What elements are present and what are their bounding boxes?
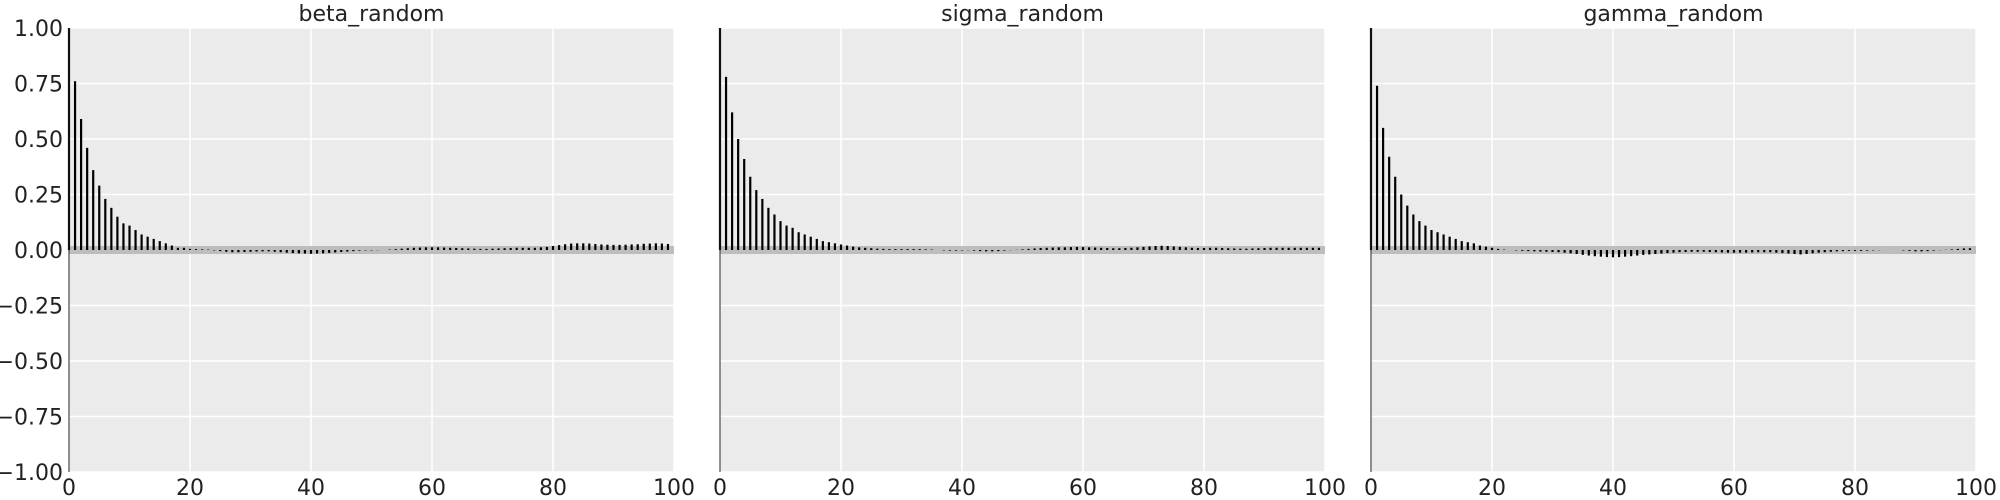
panel-title: gamma_random <box>1583 2 1763 27</box>
x-tick-label: 0 <box>62 476 76 500</box>
x-tick-label: 40 <box>948 476 976 500</box>
x-tick-label: 100 <box>1304 476 1346 500</box>
x-tick-label: 20 <box>176 476 204 500</box>
x-tick-label: 60 <box>1069 476 1097 500</box>
x-tick-label: 0 <box>1364 476 1378 500</box>
x-tick-label: 100 <box>653 476 695 500</box>
panel-gamma-random: gamma_random 0 20 40 60 80 100 <box>1364 2 1997 500</box>
y-tick-label: 0.25 <box>14 184 63 209</box>
x-tick-label: 100 <box>1955 476 1997 500</box>
x-tick-label: 60 <box>1720 476 1748 500</box>
panel-beta-random: beta_random 0 20 40 60 80 100 1.00 0.75 0.50 0.25 0… <box>0 2 695 500</box>
y-tick-label: −0.50 <box>0 350 63 375</box>
x-tick-label: 20 <box>1478 476 1506 500</box>
y-tick-label: 0.00 <box>14 239 63 264</box>
panel-title: beta_random <box>299 2 445 27</box>
panel-sigma-random: sigma_random 0 20 40 60 80 100 <box>713 2 1346 500</box>
y-tick-label: 0.75 <box>14 73 63 98</box>
x-tick-label: 80 <box>539 476 567 500</box>
x-tick-label: 20 <box>827 476 855 500</box>
x-tick-label: 40 <box>297 476 325 500</box>
x-tick-label: 60 <box>418 476 446 500</box>
x-tick-label: 0 <box>713 476 727 500</box>
y-tick-label: −0.75 <box>0 406 63 431</box>
x-tick-label: 40 <box>1599 476 1627 500</box>
panel-title: sigma_random <box>941 2 1104 27</box>
x-tick-label: 80 <box>1190 476 1218 500</box>
y-tick-label: 0.50 <box>14 128 63 153</box>
y-tick-label: −0.25 <box>0 295 63 320</box>
y-tick-label: 1.00 <box>14 17 63 42</box>
y-tick-label: −1.00 <box>0 461 63 486</box>
x-tick-label: 80 <box>1841 476 1869 500</box>
